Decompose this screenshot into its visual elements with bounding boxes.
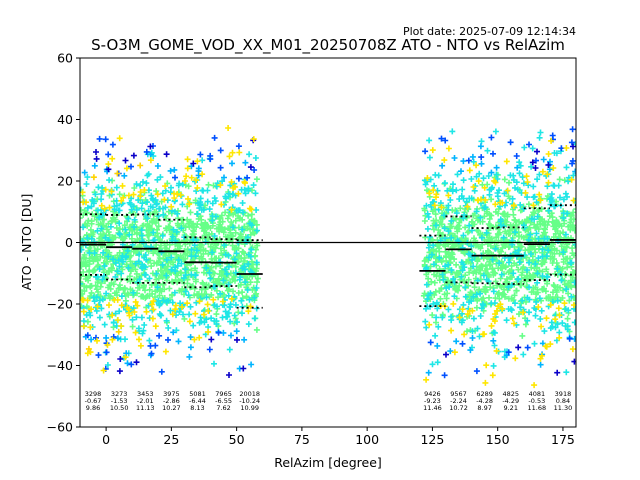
x-axis-label: RelAzim [degree]: [274, 455, 382, 470]
x-tick-label: 25: [163, 432, 179, 447]
bin-statistics-lines: [80, 204, 576, 309]
bin-mean-label: -2.86: [163, 397, 180, 405]
bin-std-label: 9.86: [86, 404, 100, 412]
x-tick-label: 150: [486, 432, 510, 447]
bin-count-label: 9426: [424, 390, 441, 398]
x-tick-label: 100: [355, 432, 379, 447]
bin-count-label: 3273: [111, 390, 128, 398]
y-tick-label: 60: [57, 51, 73, 66]
y-tick-label: −40: [47, 358, 73, 373]
bin-count-label: 3453: [137, 390, 154, 398]
bin-count-label: 7965: [215, 390, 232, 398]
bin-mean-label: -10.24: [239, 397, 260, 405]
bin-std-label: 10.99: [240, 404, 259, 412]
bin-count-label: 20018: [239, 390, 260, 398]
bin-std-label: 11.30: [554, 404, 573, 412]
bin-mean-label: -0.53: [528, 397, 545, 405]
bin-std-label: 7.62: [216, 404, 230, 412]
plot-date: Plot date: 2025-07-09 12:14:34: [403, 25, 576, 38]
bin-std-label: 11.68: [528, 404, 547, 412]
bin-mean-label: -6.55: [215, 397, 232, 405]
bin-mean-label: -4.29: [502, 397, 519, 405]
bin-count-label: 5081: [189, 390, 206, 398]
bin-count-label: 9567: [450, 390, 467, 398]
x-tick-label: 0: [102, 432, 110, 447]
x-axis-ticks: 0 25 50 75 100 125 150 175: [102, 427, 575, 447]
bin-mean-label: -0.67: [85, 397, 102, 405]
x-tick-label: 75: [294, 432, 310, 447]
x-tick-label: 175: [551, 432, 575, 447]
chart-title: S-O3M_GOME_VOD_XX_M01_20250708Z ATO - NT…: [91, 36, 565, 55]
bin-count-label: 3918: [555, 390, 572, 398]
y-axis-label: ATO - NTO [DU]: [19, 194, 34, 291]
x-tick-label: 50: [229, 432, 245, 447]
bin-std-label: 8.97: [477, 404, 491, 412]
bin-mean-label: -9.23: [424, 397, 441, 405]
bin-std-label: 10.50: [110, 404, 129, 412]
bin-mean-label: -2.24: [450, 397, 467, 405]
y-tick-label: 0: [65, 235, 73, 250]
bin-count-label: 4825: [502, 390, 519, 398]
bin-std-label: 11.46: [423, 404, 442, 412]
y-tick-label: 40: [57, 112, 73, 127]
scatter-markers: [80, 125, 576, 389]
bin-mean-label: -2.01: [137, 397, 154, 405]
bin-std-label: 8.13: [190, 404, 204, 412]
scatter-markers: [93, 137, 576, 378]
bin-std-label: 10.27: [162, 404, 181, 412]
bin-mean-label: -1.53: [111, 397, 128, 405]
scatter-markers: [85, 162, 144, 352]
scatter-markers: [84, 126, 576, 379]
bin-mean-label: 0.84: [556, 397, 570, 405]
bin-count-label: 3298: [85, 390, 102, 398]
y-tick-label: −60: [47, 420, 73, 435]
bin-count-label: 6289: [476, 390, 493, 398]
bin-count-label: 3975: [163, 390, 180, 398]
bin-std-label: 9.21: [503, 404, 517, 412]
bin-mean-label: -4.28: [476, 397, 493, 405]
bin-std-label: 10.72: [449, 404, 468, 412]
x-tick-label: 125: [420, 432, 444, 447]
y-axis-ticks: −60 −40 −20 0 20 40 60: [47, 51, 80, 435]
y-tick-label: −20: [47, 297, 73, 312]
bin-std-label: 11.13: [136, 404, 155, 412]
scatter-markers: [81, 143, 576, 376]
y-tick-label: 20: [57, 174, 73, 189]
bin-count-label: 4081: [529, 390, 546, 398]
scatter-points: [80, 125, 576, 389]
bin-mean-label: -6.44: [189, 397, 206, 405]
